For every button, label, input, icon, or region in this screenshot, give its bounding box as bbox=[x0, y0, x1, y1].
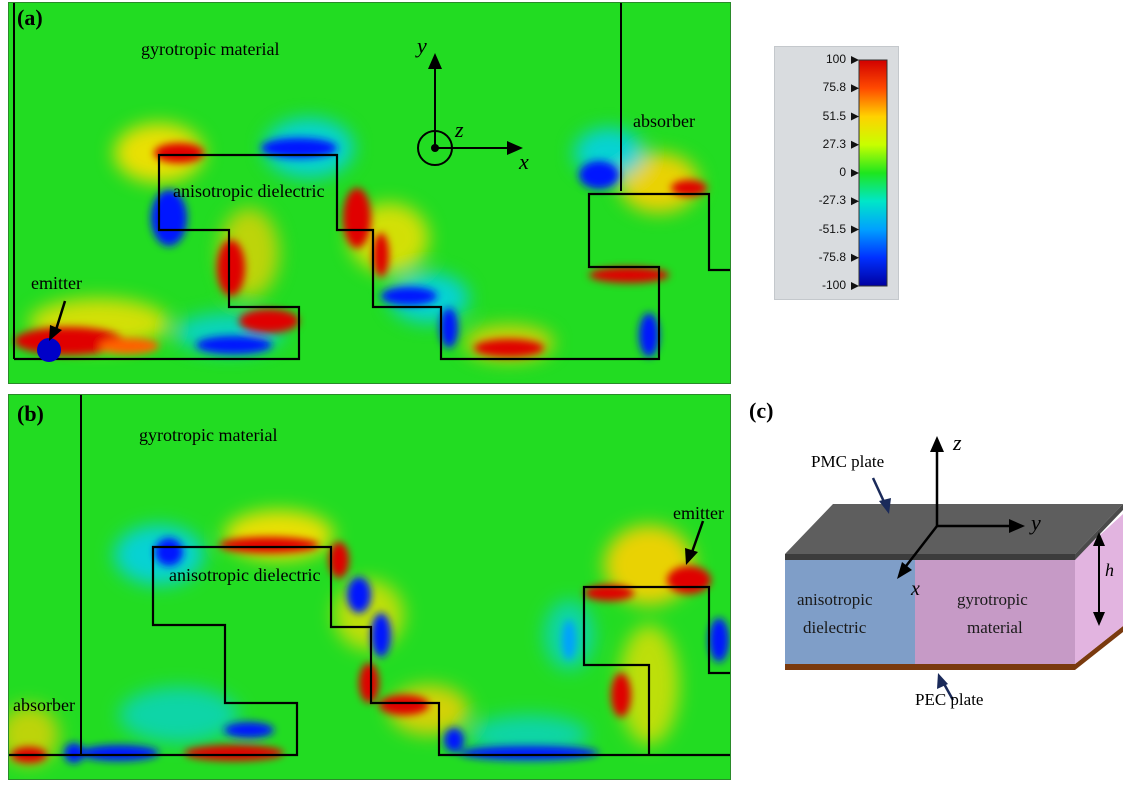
colorbar-tick-mark bbox=[851, 282, 859, 290]
y-axis-arrowhead bbox=[1009, 519, 1025, 533]
panel-b-label: (b) bbox=[17, 401, 44, 426]
emitter-arrowhead bbox=[49, 325, 62, 341]
pmc-plate-label: PMC plate bbox=[811, 452, 885, 471]
y-axis-label: y bbox=[1031, 510, 1041, 535]
anisotropic-block-face bbox=[785, 558, 915, 664]
panel-a-field-plot: (a) gyrotropic material anisotropic diel… bbox=[8, 2, 731, 384]
panel-b-field-svg bbox=[9, 395, 730, 779]
pmc-plate-top bbox=[785, 504, 1123, 554]
colorbar-tick-mark bbox=[851, 112, 859, 121]
anisotropic-line2: dielectric bbox=[803, 618, 867, 637]
pec-callout-arrowhead bbox=[937, 673, 948, 689]
x-axis-label: x bbox=[519, 149, 529, 174]
colorbar-svg bbox=[851, 56, 888, 290]
x-axis-arrowhead bbox=[897, 562, 912, 579]
emitter-source bbox=[37, 338, 61, 362]
emitter-label: emitter bbox=[673, 503, 724, 523]
x-axis-line bbox=[902, 525, 938, 571]
emitter-arrow-shaft bbox=[689, 520, 705, 556]
pmc-plate-front-edge bbox=[785, 554, 1075, 560]
panel-b-field-plot: (b) gyrotropic material anisotropic diel… bbox=[8, 394, 731, 780]
colorbar-legend: 100 75.8 51.5 27.3 0 -27.3 -51.5 -75.8 -100 bbox=[774, 46, 899, 300]
gyrotropic-material-label: gyrotropic material bbox=[139, 425, 278, 445]
colorbar-tick-label: -75.8 bbox=[818, 249, 846, 264]
pec-plate-label: PEC plate bbox=[915, 690, 984, 709]
gyrotropic-material-label: gyrotropic material bbox=[141, 39, 280, 59]
panel-c-schematic: (c) PMC plate PEC plate anisotropic diel… bbox=[745, 394, 1125, 780]
height-arrow-bottom bbox=[1093, 612, 1105, 626]
z-axis-label: z bbox=[455, 117, 464, 142]
anisotropic-line1: anisotropic bbox=[797, 590, 873, 609]
height-label: h bbox=[1105, 560, 1114, 580]
colorbar-tick-label: -100 bbox=[821, 278, 846, 292]
colorbar-tick-label: -27.3 bbox=[818, 193, 846, 208]
field-lobes bbox=[14, 138, 707, 357]
colorbar-tick-label: -51.5 bbox=[818, 221, 846, 236]
emitter-label: emitter bbox=[31, 273, 82, 293]
emitter-arrow-shaft bbox=[53, 300, 67, 334]
absorber-label: absorber bbox=[13, 695, 75, 715]
x-axis-label: x bbox=[911, 578, 920, 600]
colorbar-tick-mark bbox=[851, 169, 859, 177]
colorbar-gradient bbox=[858, 59, 888, 287]
anisotropic-dielectric-label: anisotropic dielectric bbox=[173, 181, 325, 201]
colorbar-tick-marks bbox=[851, 56, 859, 290]
pmc-callout-arrow bbox=[871, 477, 887, 505]
emitter-arrowhead bbox=[685, 548, 698, 565]
colorbar-tick-mark bbox=[851, 140, 859, 149]
gyrotropic-block-face bbox=[915, 558, 1075, 664]
anisotropic-dielectric-label: anisotropic dielectric bbox=[169, 565, 321, 585]
colorbar-tick-label: 51.5 bbox=[822, 108, 846, 123]
x-axis-arrowhead bbox=[507, 141, 523, 155]
anisotropic-dielectric-outline bbox=[9, 545, 730, 757]
gyrotropic-line1: gyrotropic bbox=[957, 590, 1028, 609]
colorbar-tick-label: 100 bbox=[825, 52, 846, 66]
absorber-label: absorber bbox=[633, 111, 695, 131]
panel-a-label: (a) bbox=[17, 5, 43, 30]
z-axis-arrowhead bbox=[930, 436, 944, 452]
pmc-callout-arrowhead bbox=[879, 498, 891, 514]
z-axis-circle bbox=[417, 130, 453, 166]
colorbar-tick-label: 27.3 bbox=[822, 136, 846, 151]
colorbar-tick-mark bbox=[851, 225, 859, 234]
right-block-outline bbox=[582, 585, 730, 755]
y-axis-label: y bbox=[417, 33, 427, 58]
z-axis-label: z bbox=[953, 430, 962, 455]
anisotropic-dielectric-outline bbox=[14, 153, 730, 361]
panel-c-svg bbox=[785, 436, 1123, 701]
colorbar-tick-mark bbox=[851, 197, 859, 206]
colorbar-tick-label: 75.8 bbox=[822, 80, 846, 95]
colorbar-tick-label: 0 bbox=[839, 165, 846, 179]
pec-plate bbox=[785, 626, 1123, 670]
gyrotropic-line2: material bbox=[967, 618, 1023, 637]
height-arrow-top bbox=[1093, 532, 1105, 546]
colorbar-tick-mark bbox=[851, 253, 859, 262]
panel-a-field-svg bbox=[9, 3, 730, 383]
colorbar-tick-mark bbox=[851, 56, 859, 64]
y-axis-arrowhead bbox=[428, 53, 442, 69]
z-axis-dot bbox=[431, 144, 439, 152]
panel-c-label: (c) bbox=[749, 398, 774, 423]
colorbar-tick-mark bbox=[851, 84, 859, 93]
